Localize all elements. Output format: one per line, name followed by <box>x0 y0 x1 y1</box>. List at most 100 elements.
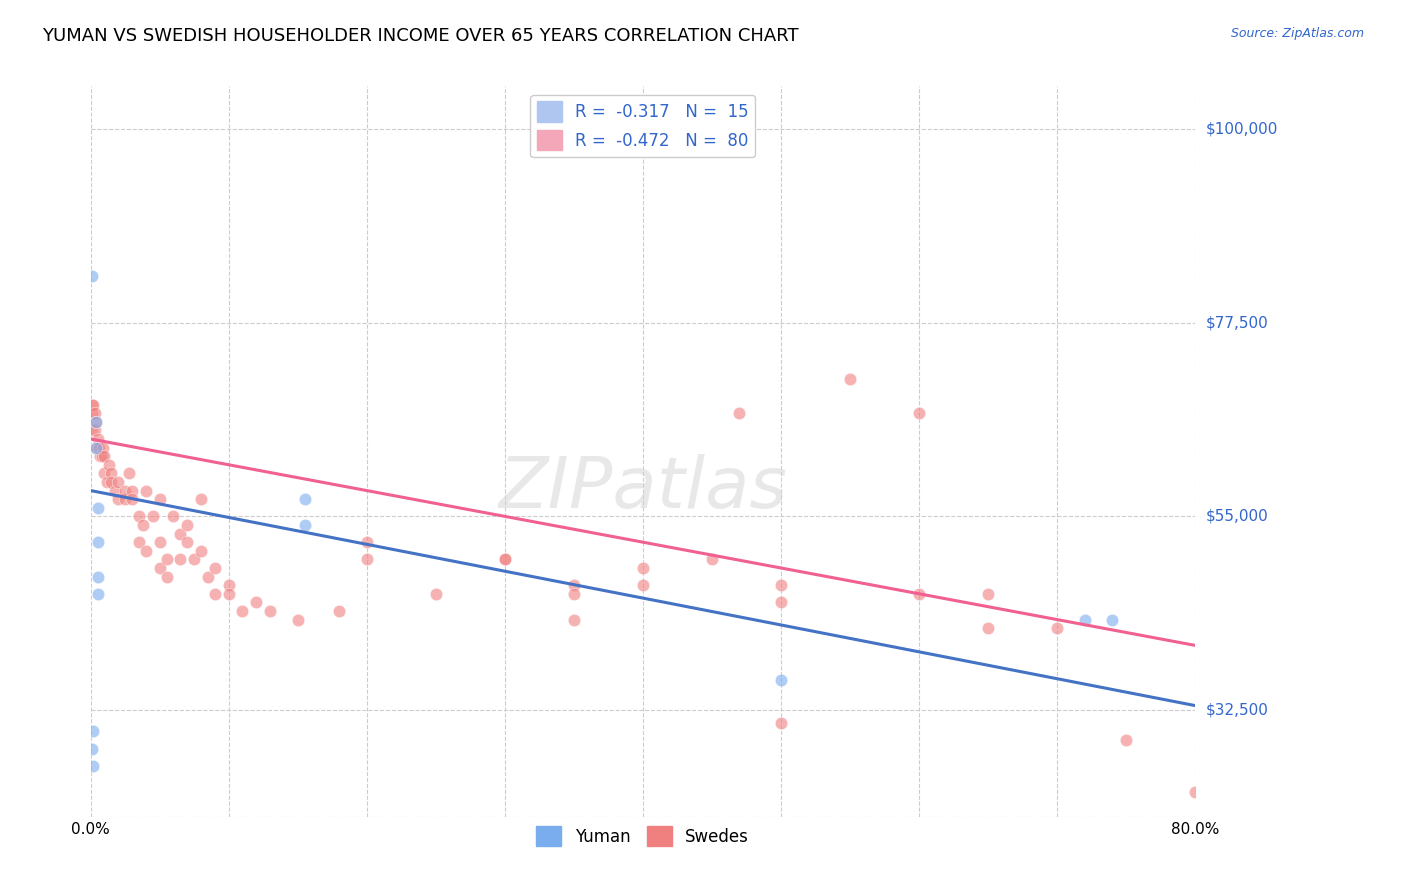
Yuman <box>86 500 108 515</box>
Swedes <box>100 467 122 481</box>
Swedes <box>356 552 378 566</box>
Swedes <box>425 587 447 601</box>
Swedes <box>908 406 931 420</box>
Swedes <box>562 578 585 592</box>
Swedes <box>132 518 155 533</box>
Legend: Yuman, Swedes: Yuman, Swedes <box>530 819 756 853</box>
Yuman <box>86 569 108 583</box>
Yuman <box>294 492 316 507</box>
Swedes <box>80 398 103 412</box>
Swedes <box>494 552 516 566</box>
Swedes <box>977 587 1000 601</box>
Swedes <box>93 467 115 481</box>
Swedes <box>83 423 105 437</box>
Swedes <box>114 492 136 507</box>
Swedes <box>90 449 112 463</box>
Swedes <box>287 613 309 627</box>
Swedes <box>114 483 136 498</box>
Swedes <box>356 535 378 549</box>
Swedes <box>1115 733 1137 747</box>
Yuman <box>294 518 316 533</box>
Text: YUMAN VS SWEDISH HOUSEHOLDER INCOME OVER 65 YEARS CORRELATION CHART: YUMAN VS SWEDISH HOUSEHOLDER INCOME OVER… <box>42 27 799 45</box>
Yuman <box>84 441 107 455</box>
Swedes <box>562 613 585 627</box>
Swedes <box>204 561 226 575</box>
Swedes <box>155 569 177 583</box>
Yuman <box>80 741 103 756</box>
Swedes <box>149 535 172 549</box>
Swedes <box>218 587 240 601</box>
Swedes <box>162 509 184 524</box>
Swedes <box>104 483 127 498</box>
Yuman <box>769 673 792 687</box>
Swedes <box>142 509 165 524</box>
Swedes <box>631 578 654 592</box>
Swedes <box>91 441 114 455</box>
Swedes <box>700 552 723 566</box>
Swedes <box>728 406 751 420</box>
Swedes <box>176 518 198 533</box>
Swedes <box>89 449 111 463</box>
Swedes <box>83 406 105 420</box>
Swedes <box>977 621 1000 635</box>
Swedes <box>97 458 120 472</box>
Text: $100,000: $100,000 <box>1206 122 1278 136</box>
Swedes <box>107 492 129 507</box>
Swedes <box>769 578 792 592</box>
Swedes <box>107 475 129 489</box>
Swedes <box>183 552 205 566</box>
Swedes <box>87 441 110 455</box>
Swedes <box>259 604 281 618</box>
Swedes <box>218 578 240 592</box>
Swedes <box>328 604 350 618</box>
Swedes <box>84 441 107 455</box>
Swedes <box>190 492 212 507</box>
Yuman <box>86 587 108 601</box>
Swedes <box>231 604 253 618</box>
Yuman <box>86 535 108 549</box>
Swedes <box>135 543 157 558</box>
Text: $32,500: $32,500 <box>1206 702 1270 717</box>
Swedes <box>1184 784 1206 798</box>
Swedes <box>245 595 267 609</box>
Yuman <box>80 268 103 283</box>
Swedes <box>155 552 177 566</box>
Swedes <box>494 552 516 566</box>
Swedes <box>80 406 103 420</box>
Swedes <box>82 398 104 412</box>
Swedes <box>908 587 931 601</box>
Swedes <box>838 372 860 386</box>
Yuman <box>1101 613 1123 627</box>
Swedes <box>769 595 792 609</box>
Text: ZIPatlas: ZIPatlas <box>498 454 787 523</box>
Swedes <box>128 509 150 524</box>
Yuman <box>82 724 104 739</box>
Text: $55,000: $55,000 <box>1206 508 1268 524</box>
Swedes <box>149 561 172 575</box>
Swedes <box>128 535 150 549</box>
Swedes <box>93 449 115 463</box>
Swedes <box>121 492 143 507</box>
Yuman <box>84 415 107 429</box>
Swedes <box>80 423 103 437</box>
Swedes <box>135 483 157 498</box>
Swedes <box>149 492 172 507</box>
Swedes <box>769 715 792 730</box>
Swedes <box>176 535 198 549</box>
Swedes <box>204 587 226 601</box>
Swedes <box>562 587 585 601</box>
Swedes <box>86 432 108 446</box>
Swedes <box>1046 621 1069 635</box>
Text: Source: ZipAtlas.com: Source: ZipAtlas.com <box>1230 27 1364 40</box>
Swedes <box>631 561 654 575</box>
Swedes <box>84 415 107 429</box>
Swedes <box>118 467 141 481</box>
Swedes <box>169 552 191 566</box>
Yuman <box>1073 613 1095 627</box>
Swedes <box>100 475 122 489</box>
Text: $77,500: $77,500 <box>1206 316 1268 330</box>
Yuman <box>82 758 104 772</box>
Swedes <box>96 475 118 489</box>
Swedes <box>190 543 212 558</box>
Swedes <box>121 483 143 498</box>
